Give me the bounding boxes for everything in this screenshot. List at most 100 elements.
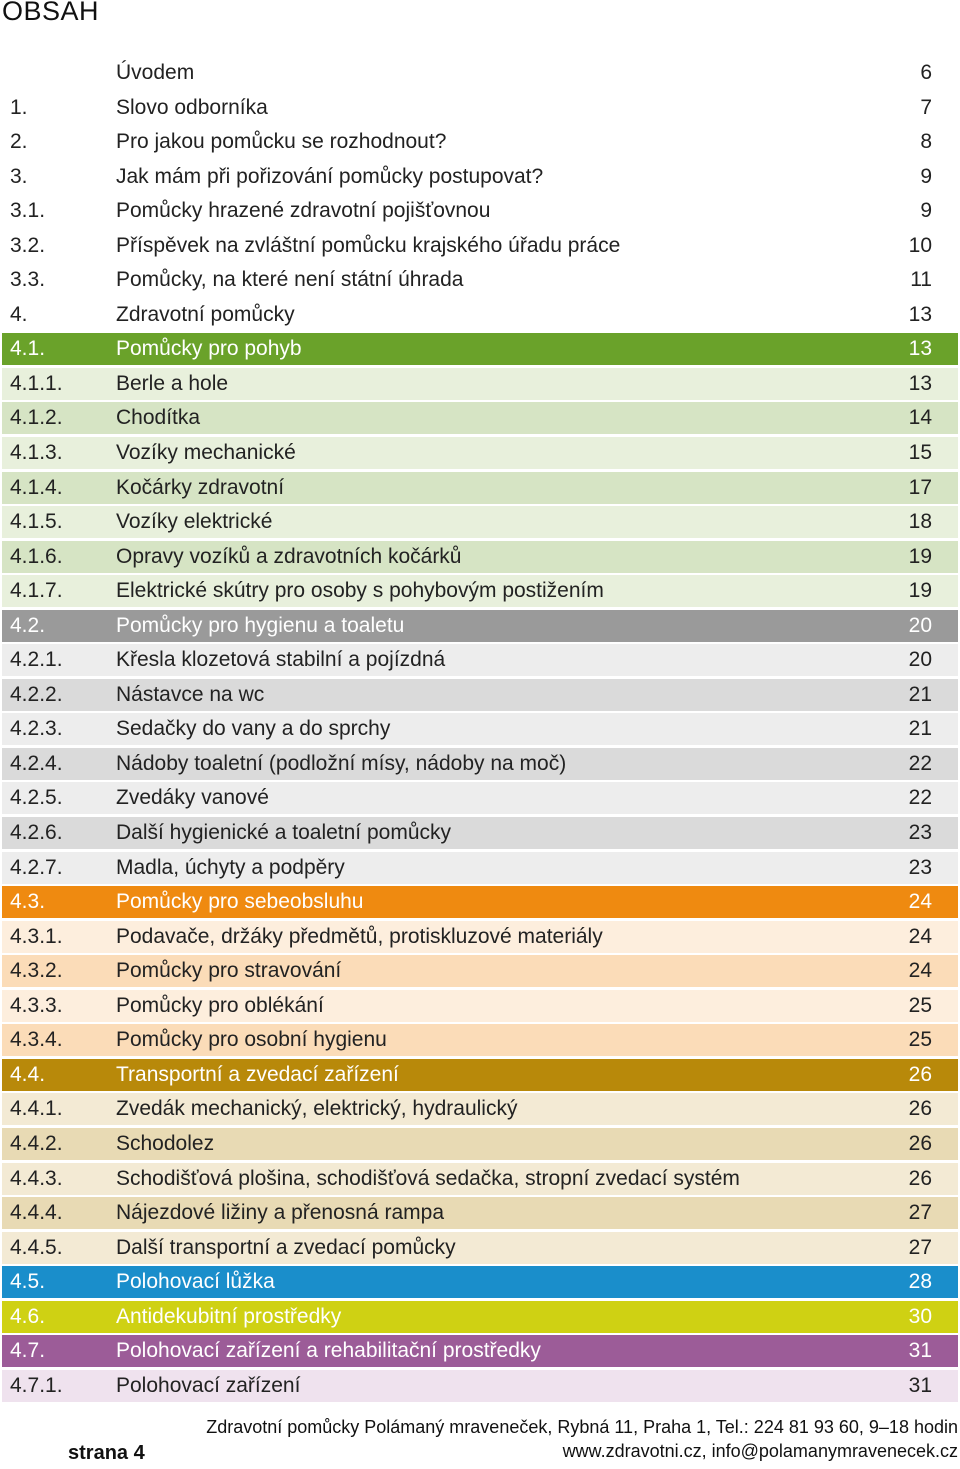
toc-page-number: 9 — [920, 164, 932, 188]
toc-row[interactable]: 4.1. Pomůcky pro pohyb 13 — [2, 333, 958, 366]
toc-page-number: 26 — [908, 1062, 932, 1086]
toc-page-number: 25 — [908, 993, 932, 1017]
toc-number: 4.4.1. — [10, 1097, 63, 1121]
toc-label: Zvedák mechanický, elektrický, hydraulic… — [116, 1097, 518, 1121]
toc-row[interactable]: 4.4.1. Zvedák mechanický, elektrický, hyd… — [2, 1093, 958, 1126]
toc-row[interactable]: 4.1.4. Kočárky zdravotní 17 — [2, 471, 958, 504]
toc-row[interactable]: 3.2. Příspěvek na zvláštní pomůcku krajsk… — [2, 229, 958, 262]
toc-label: Sedačky do vany a do sprchy — [116, 717, 391, 741]
toc-row[interactable]: Úvodem 6 — [2, 57, 958, 89]
toc-row[interactable]: 4.2.1. Křesla klozetová stabilní a pojízd… — [2, 644, 958, 677]
toc-page-number: 24 — [908, 959, 932, 983]
toc-row[interactable]: 4.1.5. Vozíky elektrické 18 — [2, 506, 958, 539]
toc-row[interactable]: 4.1.7. Elektrické skútry pro osoby s pohy… — [2, 575, 958, 608]
toc-label: Podavače, držáky předmětů, protiskluzové… — [116, 924, 603, 948]
toc-label: Pomůcky pro pohyb — [116, 337, 302, 361]
toc-row[interactable]: 4.1.1. Berle a hole 13 — [2, 367, 958, 400]
toc-row[interactable]: 4.7.1. Polohovací zařízení 31 — [2, 1369, 958, 1402]
toc-page-number: 9 — [920, 199, 932, 223]
toc-row[interactable]: 4.2.6. Další hygienické a toaletní pomůck… — [2, 817, 958, 850]
toc-row[interactable]: 4.4.4. Nájezdové ližiny a přenosná rampa 2… — [2, 1197, 958, 1230]
table-of-contents: Úvodem 6 1. Slovo odborníka 7 2. Pro jakou pom… — [2, 57, 958, 1404]
toc-label: Slovo odborníka — [116, 95, 268, 119]
page-number: strana 4 — [68, 1442, 145, 1464]
toc-row[interactable]: 4.3.4. Pomůcky pro osobní hygienu 25 — [2, 1024, 958, 1057]
toc-label: Nádoby toaletní (podložní mísy, nádoby n… — [116, 751, 567, 775]
toc-row[interactable]: 4.1.2. Chodítka 14 — [2, 402, 958, 435]
toc-row[interactable]: 4.4.3. Schodišťová plošina, schodišťová s… — [2, 1162, 958, 1195]
toc-row[interactable]: 4.3.1. Podavače, držáky předmětů, protisk… — [2, 920, 958, 953]
toc-row[interactable]: 4.3.2. Pomůcky pro stravování 24 — [2, 955, 958, 988]
toc-row[interactable]: 4.2.7. Madla, úchyty a podpěry 23 — [2, 851, 958, 884]
toc-number: 4.1.3. — [10, 441, 63, 465]
toc-label: Antidekubitní prostředky — [116, 1304, 342, 1328]
toc-label: Další hygienické a toaletní pomůcky — [116, 821, 452, 845]
toc-label: Pomůcky pro osobní hygienu — [116, 1028, 387, 1052]
toc-row[interactable]: 4.2. Pomůcky pro hygienu a toaletu 20 — [2, 609, 958, 642]
toc-page-number: 30 — [908, 1304, 932, 1328]
toc-page-number: 13 — [908, 302, 932, 326]
toc-row[interactable]: 1. Slovo odborníka 7 — [2, 91, 958, 124]
toc-row[interactable]: 4.2.5. Zvedáky vanové 22 — [2, 782, 958, 815]
toc-number: 4.1.1. — [10, 371, 63, 395]
toc-page-number: 24 — [908, 890, 932, 914]
toc-page-number: 19 — [908, 544, 932, 568]
toc-page-number: 24 — [908, 924, 932, 948]
toc-page-number: 31 — [908, 1339, 932, 1363]
toc-row[interactable]: 4.4. Transportní a zvedací zařízení 26 — [2, 1058, 958, 1091]
toc-row[interactable]: 4.3. Pomůcky pro sebeobsluhu 24 — [2, 886, 958, 919]
toc-number: 4.1.6. — [10, 544, 63, 568]
toc-label: Madla, úchyty a podpěry — [116, 855, 345, 879]
toc-row[interactable]: 2. Pro jakou pomůcku se rozhodnout? 8 — [2, 126, 958, 159]
toc-number: 4.1.4. — [10, 475, 63, 499]
toc-label: Jak mám při pořizování pomůcky postupova… — [116, 164, 544, 188]
toc-row[interactable]: 4.2.4. Nádoby toaletní (podložní mísy, ná… — [2, 747, 958, 780]
toc-label: Chodítka — [116, 406, 201, 430]
toc-page-number: 20 — [908, 613, 932, 637]
toc-number: 4.2.6. — [10, 821, 63, 845]
toc-number: 4.2.7. — [10, 855, 63, 879]
toc-row[interactable]: 4.6. Antidekubitní prostředky 30 — [2, 1300, 958, 1333]
toc-number: 4.2.2. — [10, 682, 63, 706]
toc-row[interactable]: 4. Zdravotní pomůcky 13 — [2, 298, 958, 331]
toc-row[interactable]: 4.4.2. Schodolez 26 — [2, 1127, 958, 1160]
toc-row[interactable]: 4.1.6. Opravy vozíků a zdravotních kočárk… — [2, 540, 958, 573]
toc-row[interactable]: 4.1.3. Vozíky mechanické 15 — [2, 437, 958, 470]
toc-row[interactable]: 3.3. Pomůcky, na které není státní úhrada… — [2, 264, 958, 297]
toc-number: 1. — [10, 95, 28, 119]
toc-page-number: 26 — [908, 1097, 932, 1121]
toc-number: 3. — [10, 164, 28, 188]
toc-page-number: 23 — [908, 855, 932, 879]
toc-page-number: 23 — [908, 821, 932, 845]
toc-page-number: 11 — [910, 268, 932, 292]
toc-page-number: 14 — [908, 406, 932, 430]
toc-number: 4.1.5. — [10, 510, 63, 534]
toc-number: 4.2.3. — [10, 717, 63, 741]
toc-row[interactable]: 4.4.5. Další transportní a zvedací pomůck… — [2, 1231, 958, 1264]
toc-label: Vozíky elektrické — [116, 510, 273, 534]
toc-row[interactable]: 4.5. Polohovací lůžka 28 — [2, 1266, 958, 1299]
footer-contact-line: Zdravotní pomůcky Polámaný mraveneček, R… — [206, 1417, 958, 1437]
toc-number: 4.7. — [10, 1339, 46, 1363]
toc-label: Pomůcky, na které není státní úhrada — [116, 268, 464, 292]
toc-row[interactable]: 4.3.3. Pomůcky pro oblékání 25 — [2, 989, 958, 1022]
toc-page-number: 17 — [908, 475, 932, 499]
toc-label: Kočárky zdravotní — [116, 475, 285, 499]
toc-number: 4.1.2. — [10, 406, 63, 430]
toc-page-number: 15 — [908, 441, 932, 465]
toc-number: 4.3. — [10, 890, 46, 914]
footer-web-line: www.zdravotni.cz, info@polamanymravenece… — [562, 1441, 958, 1461]
toc-page-number: 26 — [908, 1166, 932, 1190]
toc-row[interactable]: 4.7. Polohovací zařízení a rehabilitační … — [2, 1335, 958, 1368]
toc-label: Polohovací zařízení — [116, 1373, 301, 1397]
toc-row[interactable]: 4.2.2. Nástavce na wc 21 — [2, 678, 958, 711]
toc-number: 4.6. — [10, 1304, 46, 1328]
toc-label: Zvedáky vanové — [116, 786, 269, 810]
toc-row[interactable]: 3.1. Pomůcky hrazené zdravotní pojišťovno… — [2, 195, 958, 228]
toc-row[interactable]: 3. Jak mám při pořizování pomůcky postupo… — [2, 160, 958, 193]
toc-number: 4.4.3. — [10, 1166, 63, 1190]
toc-page-number: 18 — [908, 510, 932, 534]
toc-label: Opravy vozíků a zdravotních kočárků — [116, 544, 462, 568]
toc-row[interactable]: 4.2.3. Sedačky do vany a do sprchy 21 — [2, 713, 958, 746]
toc-page-number: 10 — [908, 233, 932, 257]
